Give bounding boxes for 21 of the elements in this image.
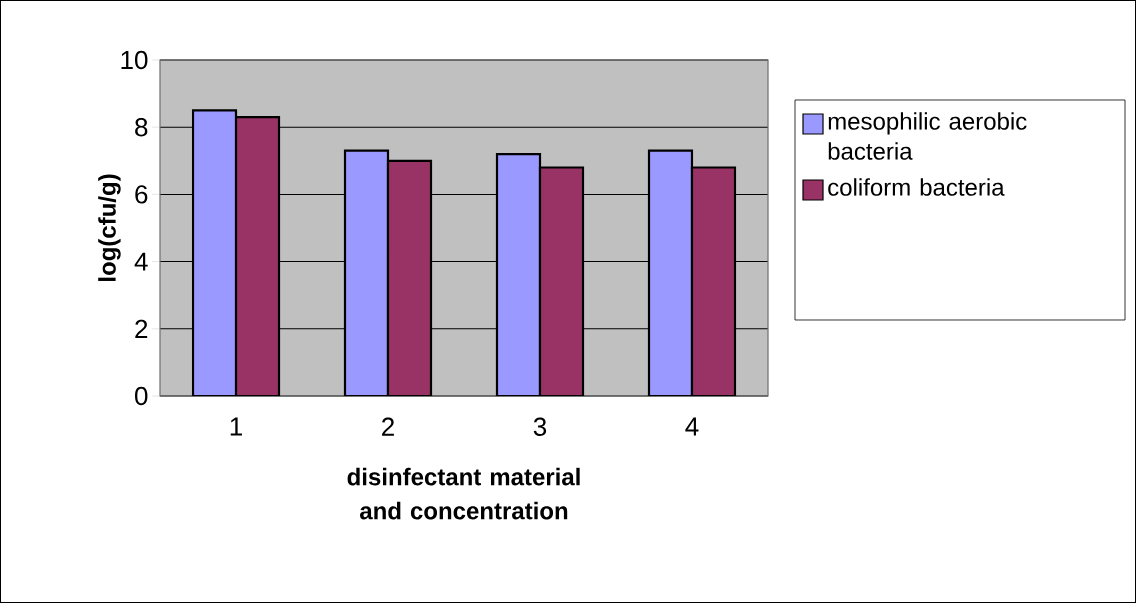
bar: [343, 149, 390, 396]
y-axis-title: log(cfu/g): [98, 174, 121, 281]
x-tick-label: 4: [685, 417, 699, 436]
x-tick-label: 2: [382, 417, 394, 436]
bar: [386, 159, 433, 396]
y-tick-label: 0: [135, 386, 148, 406]
bar: [495, 152, 542, 396]
bar: [234, 116, 281, 396]
bar: [191, 109, 238, 396]
y-tick-label: 2: [135, 319, 148, 338]
bar: [647, 149, 694, 396]
y-tick-label: 4: [134, 252, 148, 271]
bar: [538, 166, 585, 396]
y-tick-label: 6: [135, 185, 148, 204]
x-axis-title: disinfectant material and concentration: [347, 467, 580, 520]
bar: [690, 166, 737, 396]
y-tick-label: 8: [135, 117, 148, 137]
y-tick-label: 10: [121, 50, 148, 70]
x-tick-label: 3: [533, 417, 547, 436]
x-tick-label: 1: [230, 417, 242, 436]
legend-label: coliform bacteria: [828, 178, 1005, 196]
